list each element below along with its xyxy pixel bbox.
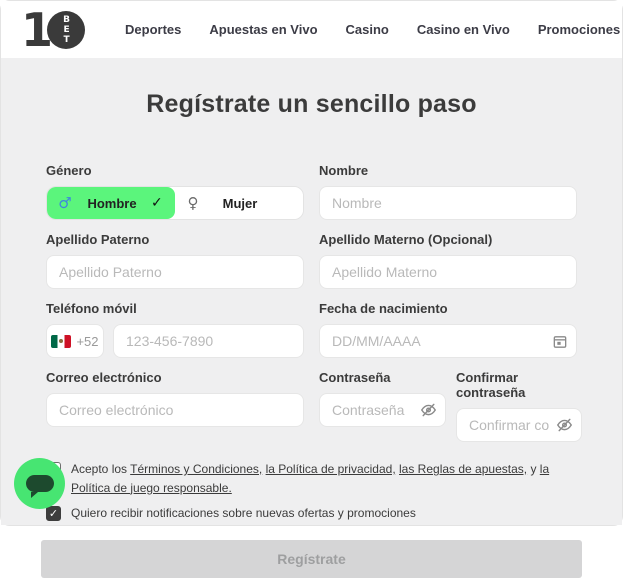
- phone-group: +52: [46, 324, 304, 358]
- phone-field: Teléfono móvil +52: [46, 301, 304, 358]
- live-chat-button[interactable]: [14, 458, 65, 509]
- confirm-password-input[interactable]: [456, 408, 582, 442]
- form-row-2: Apellido Paterno Apellido Materno (Opcio…: [46, 232, 577, 289]
- consents-section: Acepto los Términos y Condiciones, la Po…: [46, 460, 577, 523]
- registration-page: Regístrate un sencillo paso Género ♂ Hom…: [1, 58, 622, 578]
- dob-label: Fecha de nacimiento: [319, 301, 448, 316]
- phone-input-wrap: [113, 324, 304, 358]
- phone-label: Teléfono móvil: [46, 301, 137, 316]
- male-icon: ♂: [58, 194, 72, 212]
- terms-link[interactable]: Términos y Condiciones,: [130, 462, 263, 476]
- email-input[interactable]: [46, 393, 304, 427]
- main-nav: Deportes Apuestas en Vivo Casino Casino …: [125, 22, 620, 37]
- calendar-icon[interactable]: [551, 333, 568, 350]
- password-label: Contraseña: [319, 370, 391, 385]
- eye-slash-icon[interactable]: [556, 417, 573, 434]
- form-row-4: Correo electrónico Contraseña: [46, 370, 582, 442]
- confirm-password-input-wrap: [456, 408, 582, 442]
- privacy-policy-link[interactable]: la Política de privacidad,: [265, 462, 396, 476]
- password-input-wrap: [319, 393, 446, 427]
- chat-bubble-icon: [25, 475, 54, 498]
- female-icon: ♀: [187, 194, 199, 212]
- nav-item-casino[interactable]: Casino: [345, 22, 389, 37]
- promo-row: ✓ Quiero recibir notificaciones sobre nu…: [46, 504, 577, 523]
- registration-form: Género ♂ Hombre ✓ ♀ Mujer Nombre: [46, 163, 582, 523]
- paternal-lastname-field: Apellido Paterno: [46, 232, 304, 289]
- country-code-selector[interactable]: +52: [46, 324, 104, 358]
- logo-bet-text: BET: [61, 14, 72, 45]
- promo-text: Quiero recibir notificaciones sobre nuev…: [71, 506, 416, 521]
- nav-item-apuestas-en-vivo[interactable]: Apuestas en Vivo: [209, 22, 318, 37]
- paternal-lastname-input-wrap: [46, 255, 304, 289]
- first-name-input[interactable]: [319, 186, 577, 220]
- terms-row: Acepto los Términos y Condiciones, la Po…: [46, 460, 577, 497]
- maternal-lastname-input[interactable]: [319, 255, 577, 289]
- dob-input[interactable]: [319, 324, 577, 358]
- gender-option-male[interactable]: ♂ Hombre ✓: [47, 187, 175, 219]
- password-field: Contraseña: [319, 370, 446, 442]
- gender-female-label: Mujer: [222, 195, 258, 211]
- nav-item-deportes[interactable]: Deportes: [125, 22, 182, 37]
- password-input[interactable]: [319, 393, 446, 427]
- maternal-lastname-input-wrap: [319, 255, 577, 289]
- email-label: Correo electrónico: [46, 370, 162, 385]
- gender-field: Género ♂ Hombre ✓ ♀ Mujer: [46, 163, 304, 220]
- eye-slash-icon[interactable]: [420, 402, 437, 419]
- gender-option-female[interactable]: ♀ Mujer: [175, 187, 303, 219]
- betting-rules-link[interactable]: las Reglas de apuestas,: [399, 462, 528, 476]
- dob-input-wrap: [319, 324, 577, 358]
- terms-text: Acepto los Términos y Condiciones, la Po…: [71, 460, 577, 497]
- paternal-lastname-label: Apellido Paterno: [46, 232, 150, 247]
- maternal-lastname-field: Apellido Materno (Opcional): [319, 232, 577, 289]
- form-row-3: Teléfono móvil +52 Fecha de nacimiento: [46, 301, 577, 358]
- confirm-password-field: Confirmar contraseña: [456, 370, 582, 442]
- nav-item-casino-en-vivo[interactable]: Casino en Vivo: [416, 22, 510, 37]
- nav-item-promociones[interactable]: Promociones: [537, 22, 621, 37]
- confirm-password-label: Confirmar contraseña: [456, 370, 526, 400]
- terms-conjunction: y: [530, 462, 537, 476]
- register-button[interactable]: Regístrate: [41, 539, 582, 578]
- first-name-label: Nombre: [319, 163, 369, 178]
- responsible-gaming-link[interactable]: la Política de juego responsable.: [71, 462, 550, 495]
- country-code-value: +52: [76, 333, 99, 349]
- first-name-input-wrap: [319, 186, 577, 220]
- brand-logo[interactable]: 1 BET: [21, 7, 86, 53]
- email-input-wrap: [46, 393, 304, 427]
- maternal-lastname-label: Apellido Materno (Opcional): [319, 232, 493, 247]
- logo-circle: BET: [47, 10, 86, 49]
- gender-male-label: Hombre: [87, 195, 137, 211]
- check-icon: ✓: [151, 195, 163, 211]
- gender-toggle: ♂ Hombre ✓ ♀ Mujer: [46, 186, 304, 220]
- first-name-field: Nombre: [319, 163, 577, 220]
- dob-field: Fecha de nacimiento: [319, 301, 577, 358]
- email-field: Correo electrónico: [46, 370, 304, 442]
- mexico-flag-icon: [51, 334, 72, 348]
- promo-checkbox[interactable]: ✓: [46, 506, 61, 522]
- form-row-1: Género ♂ Hombre ✓ ♀ Mujer Nombre: [46, 163, 577, 220]
- gender-label: Género: [46, 163, 92, 178]
- paternal-lastname-input[interactable]: [46, 255, 304, 289]
- terms-prefix: Acepto los: [71, 462, 128, 476]
- header: 1 BET Deportes Apuestas en Vivo Casino C…: [1, 1, 622, 58]
- phone-input[interactable]: [113, 324, 304, 358]
- page-title: Regístrate un sencillo paso: [146, 90, 477, 118]
